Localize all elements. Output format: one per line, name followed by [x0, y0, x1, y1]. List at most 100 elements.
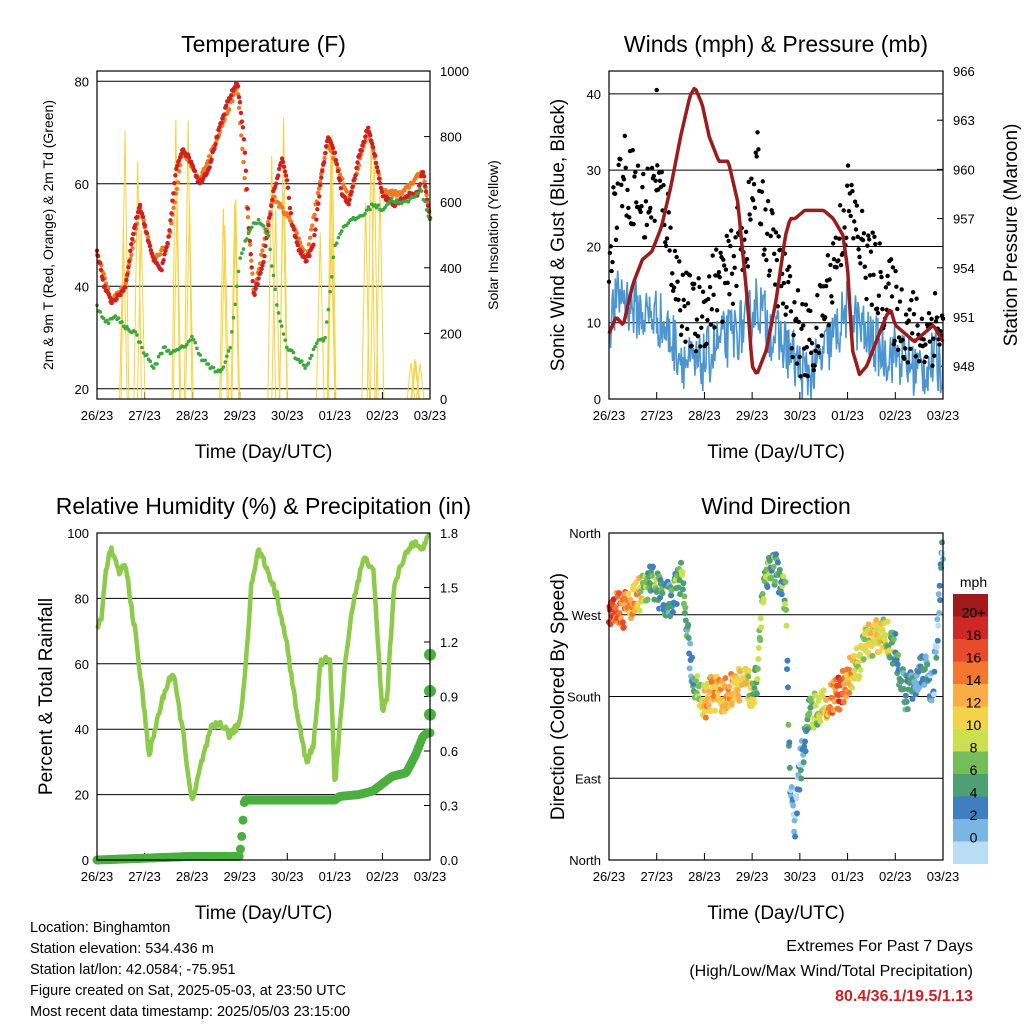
direction-point — [625, 590, 632, 597]
y2-tick-label: 0.6 — [440, 744, 458, 759]
temp-2m-point — [315, 207, 320, 212]
dewpoint-point — [309, 353, 314, 358]
direction-point — [768, 574, 775, 581]
temp-9m-point — [174, 186, 180, 192]
direction-point — [791, 828, 798, 835]
temp-2m-point — [102, 284, 108, 289]
direction-point — [853, 645, 860, 652]
dewpoint-point — [235, 284, 239, 289]
temp-2m-point — [261, 259, 266, 265]
dewpoint-point — [185, 342, 189, 347]
direction-point — [902, 692, 909, 699]
gust-point — [869, 302, 875, 307]
direction-point — [933, 654, 940, 661]
temp-2m-point — [127, 259, 132, 264]
direction-point — [701, 707, 708, 714]
temp-2m-point — [307, 253, 312, 259]
gust-point — [781, 280, 787, 286]
colorbar-label: 8 — [970, 740, 978, 756]
gust-point — [926, 310, 932, 316]
dewpoint-point — [299, 359, 304, 363]
gust-point — [705, 317, 710, 323]
gust-point — [721, 257, 726, 262]
direction-point — [857, 666, 864, 673]
gust-point — [744, 256, 750, 262]
gust-point — [707, 274, 712, 279]
gust-point — [609, 268, 614, 274]
direction-point — [823, 697, 830, 704]
dewpoint-point — [416, 191, 421, 195]
gust-point — [863, 275, 868, 280]
temp-2m-point — [249, 265, 254, 270]
gust-point — [906, 318, 911, 323]
gust-point — [838, 262, 844, 268]
temp-2m-point — [374, 165, 380, 170]
gust-point — [837, 203, 843, 208]
colorbar-swatch — [953, 616, 988, 639]
colorbar-swatch — [953, 819, 988, 842]
temp-9m-point — [226, 107, 232, 112]
gust-point — [772, 251, 777, 257]
direction-point — [705, 702, 712, 709]
gust-point — [712, 325, 717, 330]
temp-2m-point — [262, 253, 267, 259]
gust-point — [872, 234, 877, 239]
temp-2m-point — [245, 206, 251, 211]
direction-point — [772, 578, 779, 585]
dewpoint-point — [373, 203, 377, 207]
temp-2m-point — [172, 180, 177, 186]
y-tick-label: South — [567, 690, 601, 705]
gust-point — [710, 253, 715, 258]
precip-point — [234, 851, 244, 861]
solar-line — [119, 227, 128, 400]
gust-point — [876, 293, 882, 298]
temp-2m-point — [163, 248, 168, 253]
gust-point — [804, 345, 809, 350]
temp-2m-point — [317, 194, 322, 199]
gust-point — [903, 346, 908, 351]
direction-point — [685, 635, 692, 642]
precip-point — [237, 831, 247, 841]
gust-point — [789, 346, 795, 351]
temp-2m-point — [114, 296, 119, 301]
gust-point — [631, 221, 636, 227]
temp-9m-point — [236, 105, 242, 110]
gust-point — [616, 162, 621, 168]
direction-point — [784, 684, 791, 691]
gust-point — [911, 312, 917, 317]
temp-2m-point — [126, 265, 131, 270]
gust-point — [654, 87, 659, 93]
gust-point — [696, 276, 701, 281]
y2-tick-label: 600 — [440, 195, 462, 210]
gust-point — [896, 335, 902, 340]
temp-9m-point — [158, 252, 163, 257]
direction-point — [770, 563, 777, 570]
x-tick-label: 03/23 — [927, 869, 960, 884]
dewpoint-point — [116, 316, 121, 320]
direction-point — [735, 692, 742, 699]
plot-frame — [96, 70, 431, 400]
chart-title: Wind Direction — [701, 493, 851, 519]
temp-9m-point — [240, 146, 245, 152]
y-tick-label: 100 — [67, 526, 89, 541]
direction-point — [786, 764, 793, 771]
temp-2m-point — [260, 263, 265, 268]
gust-point — [860, 237, 866, 243]
temp-2m-point — [316, 201, 321, 206]
temp-2m-point — [236, 95, 242, 100]
gust-point — [625, 187, 630, 193]
direction-point — [758, 624, 765, 631]
temp-2m-point — [213, 142, 218, 147]
direction-point — [755, 655, 762, 662]
x-axis-label: Time (Day/UTC) — [195, 903, 333, 924]
dewpoint-point — [263, 227, 267, 231]
gust-point — [693, 349, 699, 354]
temp-9m-point — [250, 271, 255, 276]
dewpoint-point — [328, 289, 332, 294]
dewpoint-point — [155, 362, 159, 366]
temp-2m-point — [266, 222, 271, 228]
direction-point — [726, 683, 733, 690]
temp-2m-point — [330, 145, 336, 151]
panel-1: Winds (mph) & Pressure (mb) Time (Day/UTC… — [548, 31, 1022, 463]
gust-point — [892, 338, 897, 344]
